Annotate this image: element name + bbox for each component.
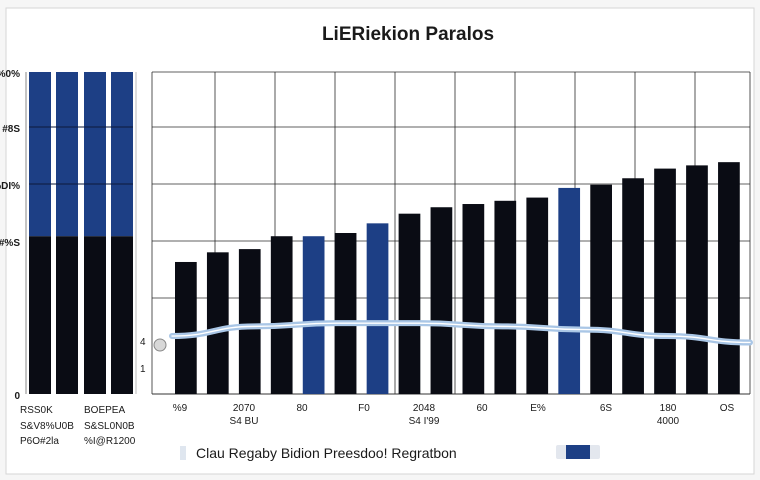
left-x-label: P6O#2la	[20, 436, 59, 447]
x-tick-label: 2048	[413, 403, 436, 414]
trend-curve-core	[171, 322, 751, 344]
bar	[334, 233, 357, 394]
bar	[654, 168, 676, 394]
x-tick-label: 2070	[233, 403, 256, 414]
chart-title: LiERiekion Paralos	[322, 24, 494, 45]
x-tick-label: OS	[720, 403, 735, 414]
left-bar-upper	[84, 72, 106, 237]
y-axis: 0 #%S %DI% #8S %0%	[0, 69, 27, 402]
x-tick-label: E%	[530, 403, 546, 414]
x-tick-label: 180	[660, 403, 677, 414]
marker-dot	[153, 338, 167, 352]
left-bar-upper	[56, 72, 78, 237]
left-x-label: S&SL0N0B	[84, 421, 135, 432]
legend: Clau Regaby Bidion Preesdoo! Regratbon	[180, 445, 600, 461]
left-x-label: BOEPEA	[84, 405, 125, 416]
x-tick-label: %9	[173, 403, 188, 414]
left-x-label: S&V8%U0B	[20, 421, 74, 432]
x-tick-sublabel: S4 I'99	[409, 416, 440, 427]
left-bar-lower	[29, 236, 51, 394]
bar	[270, 236, 293, 394]
y-tick-label: #8S	[2, 124, 20, 135]
x-tick-label: 60	[476, 403, 488, 414]
bar	[622, 178, 644, 394]
legend-label: Clau Regaby Bidion Preesdoo! Regratbon	[196, 445, 457, 461]
legend-swatch	[566, 445, 590, 459]
bar	[686, 165, 708, 394]
bar	[590, 184, 612, 394]
x-tick-label: 6S	[600, 403, 613, 414]
bar	[238, 249, 261, 394]
left-panel: 4 1 RSS0K S&V8%U0B P6O#2la BOEPEA S&SL0N0B %I@R…	[20, 72, 167, 447]
bar	[526, 197, 549, 394]
x-tick-sublabel: 4000	[657, 416, 680, 427]
left-bar-lower	[84, 236, 106, 394]
x-axis: %9 2070 80 F0 2048 60 E% 6S 180 OS S4 BU S4 I'99 400…	[173, 403, 735, 427]
bar	[366, 223, 389, 394]
bar	[206, 252, 229, 394]
y-tick-label: #%S	[0, 238, 20, 249]
left-bar-upper	[111, 72, 133, 237]
legend-marker-left	[180, 446, 186, 460]
y-tick-label: %0%	[0, 69, 20, 80]
bar	[558, 187, 581, 394]
y-tick-label: 0	[14, 391, 20, 402]
left-x-label: RSS0K	[20, 405, 53, 416]
bar	[430, 207, 453, 394]
x-tick-label: 80	[296, 403, 308, 414]
left-bar-lower	[56, 236, 78, 394]
marker-label: 4	[140, 337, 146, 348]
left-bar-lower	[111, 236, 133, 394]
left-bar-upper	[29, 72, 51, 237]
bar	[494, 200, 517, 394]
bar	[462, 204, 485, 394]
y-tick-label: %DI%	[0, 181, 20, 192]
bar	[175, 261, 197, 394]
bar	[398, 213, 421, 394]
bar	[302, 236, 325, 394]
marker-label: 1	[140, 364, 146, 375]
x-tick-sublabel: S4 BU	[230, 416, 259, 427]
bar	[718, 162, 740, 394]
x-tick-label: F0	[358, 403, 370, 414]
left-x-label: %I@R1200	[84, 436, 136, 447]
